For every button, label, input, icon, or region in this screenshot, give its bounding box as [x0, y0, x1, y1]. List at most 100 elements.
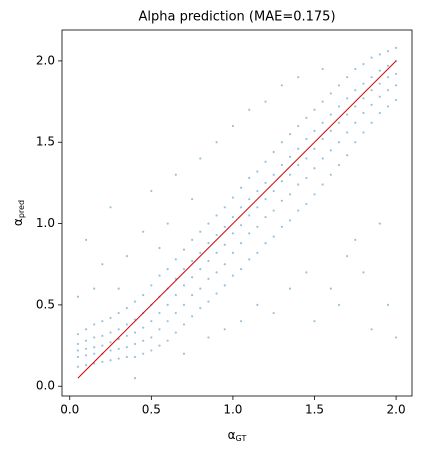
point: [174, 294, 177, 297]
point: [313, 108, 316, 111]
point: [386, 64, 390, 67]
point: [337, 303, 341, 307]
point: [125, 255, 128, 258]
point: [297, 209, 300, 212]
point: [378, 53, 381, 56]
point: [256, 251, 259, 254]
point: [117, 328, 120, 331]
point: [231, 232, 235, 235]
point: [182, 303, 186, 307]
point: [182, 284, 186, 287]
point: [142, 230, 145, 233]
point: [182, 323, 186, 326]
point: [158, 246, 161, 250]
point: [354, 121, 357, 124]
point: [182, 352, 186, 355]
point: [166, 303, 169, 307]
point: [288, 287, 292, 290]
point: [280, 225, 283, 228]
point: [329, 113, 332, 116]
point: [117, 311, 120, 315]
point: [239, 224, 243, 227]
point: [125, 323, 128, 326]
point: [288, 193, 292, 196]
point: [288, 155, 292, 158]
point: [223, 263, 226, 266]
x-tick-label: 1.5: [305, 403, 324, 417]
point: [191, 315, 194, 318]
point: [370, 56, 373, 59]
point: [125, 334, 128, 337]
point: [76, 349, 80, 352]
point: [109, 341, 112, 344]
point: [370, 328, 373, 331]
point: [109, 331, 112, 334]
point: [297, 147, 300, 150]
y-tick-label: 2.0: [36, 53, 55, 67]
point: [280, 180, 283, 183]
point: [337, 163, 341, 167]
point: [207, 222, 210, 225]
point: [329, 149, 332, 152]
point: [272, 235, 275, 238]
point: [109, 359, 112, 362]
point: [76, 333, 80, 336]
point: [272, 150, 275, 154]
point: [264, 181, 267, 185]
point: [313, 193, 316, 196]
point: [125, 355, 128, 359]
point: [76, 365, 80, 368]
point: [191, 259, 194, 263]
point: [125, 346, 128, 349]
point: [215, 271, 218, 274]
point: [191, 294, 194, 297]
point: [101, 320, 104, 323]
point: [150, 189, 153, 193]
point: [280, 141, 283, 144]
point: [329, 287, 332, 290]
point: [231, 215, 235, 219]
point: [117, 287, 120, 290]
point: [264, 215, 267, 219]
point: [280, 84, 283, 87]
point: [215, 141, 218, 144]
point: [248, 232, 251, 235]
point: [101, 334, 104, 337]
point: [158, 328, 161, 331]
y-tick-label: 0.5: [36, 297, 55, 311]
point: [84, 363, 88, 367]
point: [386, 76, 390, 79]
point: [394, 46, 398, 49]
point: [199, 157, 202, 160]
x-label-sub: GT: [236, 434, 247, 443]
point: [93, 346, 96, 349]
point: [93, 287, 96, 290]
y-tick-label: 1.0: [36, 216, 55, 230]
point: [346, 131, 349, 134]
y-tick-label: 0.0: [36, 379, 55, 393]
point: [76, 355, 80, 359]
point: [158, 311, 161, 315]
point: [297, 124, 300, 128]
point: [191, 198, 194, 201]
point: [321, 67, 324, 71]
point: [199, 307, 202, 310]
point: [378, 111, 381, 115]
point: [362, 82, 365, 85]
point: [248, 108, 251, 111]
point: [231, 196, 235, 199]
point: [248, 198, 251, 201]
point: [76, 295, 80, 298]
point: [394, 336, 398, 339]
point: [362, 97, 365, 100]
point: [101, 263, 104, 266]
point: [256, 170, 259, 173]
point: [362, 111, 365, 115]
point: [288, 133, 292, 136]
point: [321, 100, 324, 103]
point: [174, 173, 177, 176]
point: [288, 173, 292, 176]
point: [199, 268, 202, 271]
point: [370, 89, 373, 92]
point: [150, 284, 153, 287]
